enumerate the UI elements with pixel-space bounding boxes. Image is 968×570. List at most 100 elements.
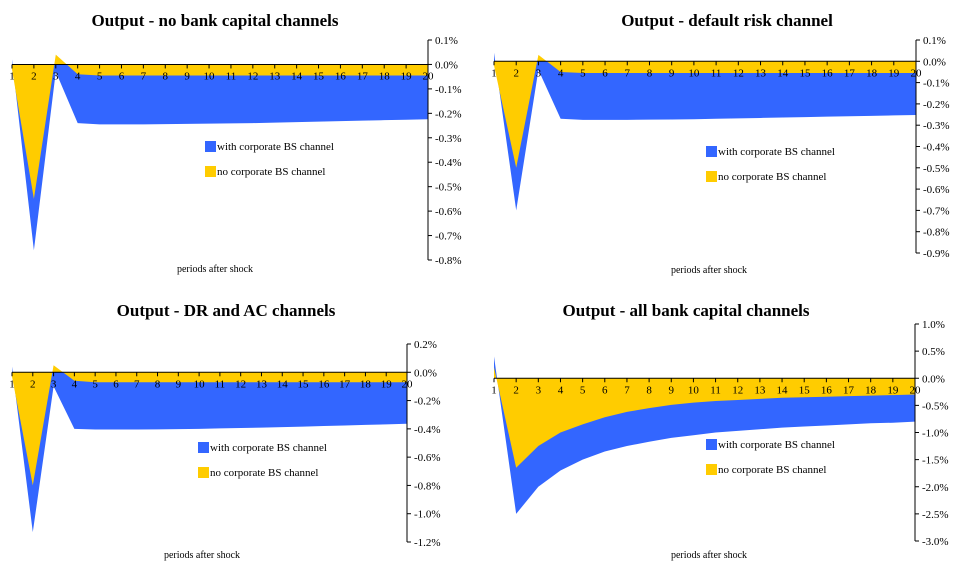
x-tick-label: 12 — [235, 378, 246, 390]
x-tick-label: 5 — [92, 378, 98, 390]
x-tick-label: 6 — [602, 384, 608, 396]
y-tick-label: -0.7% — [435, 231, 462, 243]
y-tick-label: -2.0% — [922, 482, 949, 494]
legend-label: with corporate BS channel — [718, 439, 835, 451]
x-tick-label: 9 — [669, 384, 675, 396]
legend-label: no corporate BS channel — [718, 171, 826, 183]
legend-label: with corporate BS channel — [217, 141, 334, 153]
y-tick-label: -0.2% — [435, 108, 462, 120]
y-tick-label: 0.2% — [414, 339, 437, 351]
x-tick-label: 11 — [226, 70, 237, 82]
y-tick-label: -0.4% — [414, 424, 441, 436]
x-tick-label: 5 — [580, 384, 586, 396]
area-series-no-corporate-bs — [12, 365, 407, 486]
y-tick-label: 0.5% — [922, 346, 945, 358]
chart-title: Output - all bank capital channels — [562, 301, 809, 320]
y-tick-label: -0.5% — [435, 182, 462, 194]
area-series-with-corporate-bs — [12, 366, 407, 533]
x-tick-label: 7 — [134, 378, 140, 390]
x-tick-label: 2 — [30, 378, 36, 390]
y-tick-label: -0.3% — [435, 133, 462, 145]
y-tick-label: 0.0% — [922, 373, 945, 385]
x-tick-label: 19 — [381, 378, 393, 390]
x-tick-label: 6 — [602, 67, 608, 79]
x-tick-label: 10 — [204, 70, 216, 82]
chart-title: Output - default risk channel — [621, 11, 833, 30]
legend-swatch-blue — [198, 442, 209, 453]
y-tick-label: -0.6% — [414, 452, 441, 464]
x-tick-label: 19 — [888, 67, 900, 79]
y-tick-label: -0.4% — [435, 157, 462, 169]
x-axis-label: periods after shock — [671, 550, 747, 561]
x-tick-label: 1 — [491, 384, 497, 396]
x-tick-label: 3 — [536, 384, 542, 396]
x-tick-label: 18 — [379, 70, 391, 82]
area-series-with-corporate-bs — [12, 59, 428, 251]
x-tick-label: 16 — [318, 378, 330, 390]
x-tick-label: 8 — [155, 378, 161, 390]
x-tick-label: 7 — [625, 67, 631, 79]
x-tick-label: 17 — [844, 67, 856, 79]
x-tick-label: 6 — [119, 70, 125, 82]
x-axis-label: periods after shock — [164, 550, 240, 561]
x-tick-label: 15 — [799, 67, 811, 79]
legend-swatch-blue — [706, 439, 717, 450]
x-axis-label: periods after shock — [671, 265, 747, 276]
x-tick-label: 10 — [194, 378, 206, 390]
area-series-no-corporate-bs — [494, 54, 916, 168]
area-series-no-corporate-bs — [12, 54, 428, 199]
y-tick-label: -0.5% — [923, 163, 950, 175]
x-tick-label: 12 — [733, 67, 744, 79]
y-tick-label: -0.8% — [414, 480, 441, 492]
x-tick-label: 2 — [513, 67, 519, 79]
x-tick-label: 16 — [822, 67, 834, 79]
y-tick-label: -0.6% — [923, 184, 950, 196]
x-tick-label: 2 — [513, 384, 519, 396]
x-tick-label: 9 — [176, 378, 182, 390]
x-tick-label: 9 — [184, 70, 190, 82]
x-tick-label: 1 — [9, 70, 15, 82]
x-tick-label: 18 — [865, 384, 877, 396]
x-tick-label: 13 — [256, 378, 268, 390]
y-tick-label: -2.5% — [922, 509, 949, 521]
y-tick-label: 0.0% — [923, 56, 946, 68]
x-tick-label: 13 — [755, 67, 767, 79]
y-tick-label: -0.2% — [414, 396, 441, 408]
y-tick-label: -0.1% — [435, 84, 462, 96]
x-tick-label: 8 — [163, 70, 169, 82]
legend-swatch-blue — [205, 141, 216, 152]
legend-label: no corporate BS channel — [718, 464, 826, 476]
y-tick-label: -0.1% — [923, 78, 950, 90]
x-tick-label: 5 — [97, 70, 103, 82]
y-tick-label: -1.0% — [414, 509, 441, 521]
x-tick-label: 19 — [887, 384, 899, 396]
x-tick-label: 3 — [53, 70, 59, 82]
y-tick-label: -0.2% — [923, 99, 950, 111]
y-tick-label: -0.5% — [922, 400, 949, 412]
x-tick-label: 7 — [624, 384, 630, 396]
x-tick-label: 16 — [821, 384, 833, 396]
x-tick-label: 17 — [357, 70, 369, 82]
x-tick-label: 2 — [31, 70, 37, 82]
x-tick-label: 4 — [558, 384, 564, 396]
x-tick-label: 17 — [339, 378, 351, 390]
y-tick-label: -0.3% — [923, 120, 950, 132]
legend-swatch-yellow — [205, 166, 216, 177]
x-tick-label: 3 — [536, 67, 542, 79]
x-tick-label: 9 — [669, 67, 675, 79]
y-tick-label: -1.0% — [922, 428, 949, 440]
x-tick-label: 15 — [298, 378, 310, 390]
x-tick-label: 15 — [313, 70, 325, 82]
chart-4: Output - all bank capital channels 1 2 3 4 5 6… — [491, 301, 949, 561]
area-series-with-corporate-bs — [494, 52, 916, 211]
chart-title: Output - DR and AC channels — [117, 301, 336, 320]
x-axis-label: periods after shock — [177, 264, 253, 275]
legend-label: with corporate BS channel — [718, 146, 835, 158]
y-tick-label: 0.0% — [414, 367, 437, 379]
y-tick-label: -3.0% — [922, 536, 949, 548]
x-tick-label: 8 — [647, 67, 653, 79]
y-tick-label: -0.4% — [923, 142, 950, 154]
x-tick-label: 16 — [335, 70, 347, 82]
